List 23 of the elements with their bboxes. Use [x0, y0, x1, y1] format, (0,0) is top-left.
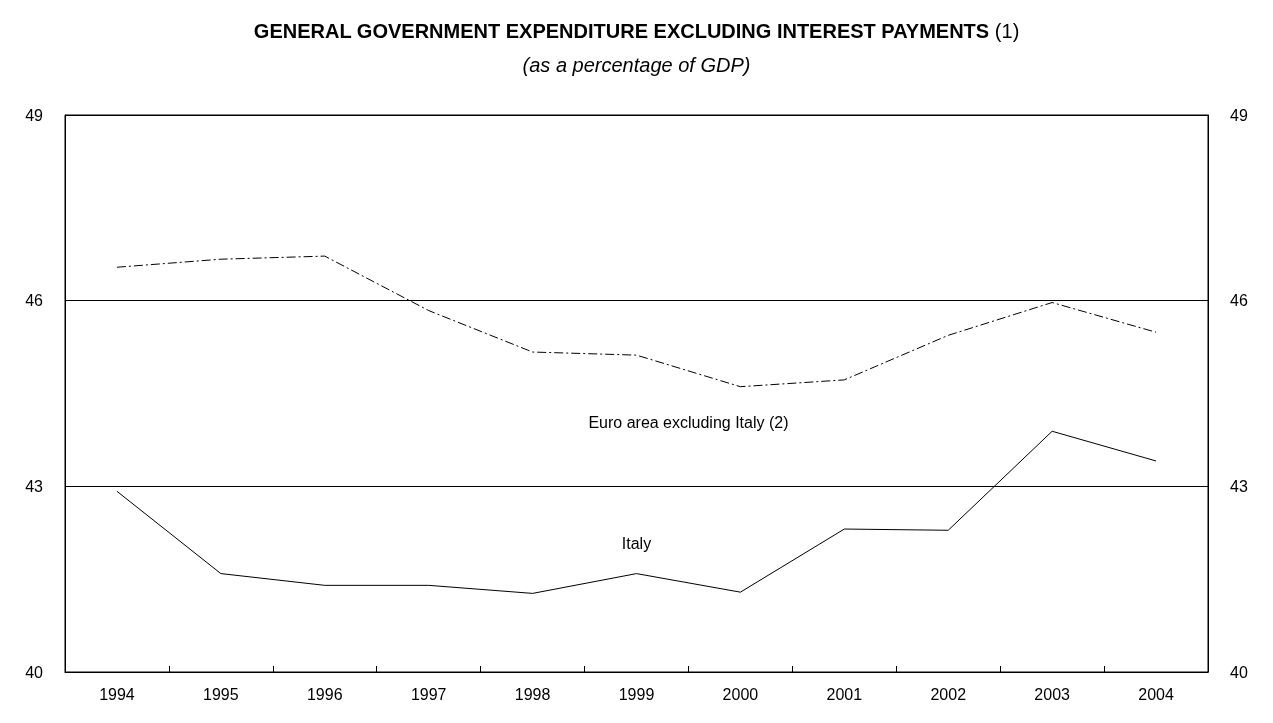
- chart-title: GENERAL GOVERNMENT EXPENDITURE EXCLUDING INTEREST PAYMENTS (1): [253, 20, 1020, 42]
- y-tick-label: 49: [25, 106, 44, 124]
- chart-subtitle: (as a percentage of GDP): [522, 54, 751, 76]
- series-label: Italy: [621, 535, 652, 553]
- x-tick-label: 2000: [722, 685, 759, 703]
- x-tick-label: 1998: [514, 685, 551, 703]
- x-tick-label: 2002: [930, 685, 967, 703]
- x-tick-label: 1999: [618, 685, 655, 703]
- x-tick-label: 1995: [203, 685, 239, 703]
- x-tick-label: 2003: [1034, 685, 1071, 703]
- x-tick-label: 1996: [306, 685, 343, 703]
- series-label: Euro area excluding Italy (2): [588, 414, 789, 432]
- x-tick-label: 2001: [826, 685, 863, 703]
- y2-tick-label: 49: [1230, 106, 1248, 124]
- x-tick-label: 2004: [1138, 685, 1174, 703]
- y2-tick-label: 40: [1230, 663, 1248, 681]
- y2-tick-label: 43: [1230, 477, 1248, 495]
- x-tick-label: 1997: [410, 685, 447, 703]
- y-tick-label: 46: [25, 292, 44, 310]
- y-tick-label: 43: [25, 477, 44, 495]
- y-tick-label: 40: [25, 663, 44, 681]
- x-tick-label: 1994: [99, 685, 135, 703]
- y2-tick-label: 46: [1230, 292, 1248, 310]
